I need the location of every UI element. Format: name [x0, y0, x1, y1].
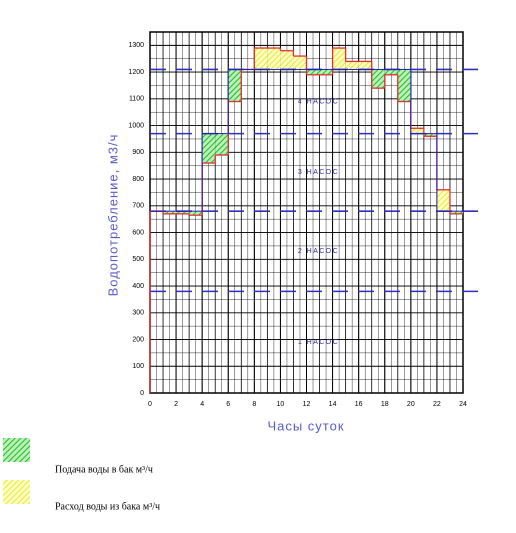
legend-swatch	[3, 480, 30, 504]
x-tick-label: 0	[148, 401, 152, 408]
x-tick-label: 12	[303, 401, 311, 408]
supply-surplus	[176, 211, 190, 214]
y-tick-label: 0	[140, 390, 144, 397]
consumption-surplus	[267, 48, 281, 70]
y-tick-label: 300	[132, 310, 144, 317]
consumption-surplus	[410, 128, 424, 134]
y-tick-label: 900	[132, 149, 144, 156]
x-tick-label: 6	[226, 401, 230, 408]
supply-surplus	[189, 211, 203, 216]
supply-surplus	[306, 69, 320, 75]
y-tick-label: 400	[132, 283, 144, 290]
pump-label: 3 НАСОС	[298, 169, 339, 176]
supply-surplus	[202, 133, 216, 164]
y-tick-label: 600	[132, 229, 144, 236]
y-tick-label: 1300	[128, 42, 144, 49]
y-tick-label: 1100	[129, 96, 144, 103]
consumption-surplus	[332, 48, 346, 70]
pump-label: 2 НАСОС	[298, 248, 339, 255]
x-tick-label: 18	[381, 401, 389, 408]
supply-surplus	[384, 69, 398, 75]
x-axis-label: Часы суток	[267, 418, 344, 433]
x-tick-label: 14	[329, 401, 337, 408]
supply-surplus	[423, 133, 437, 137]
consumption-surplus	[358, 61, 372, 70]
y-tick-label: 100	[132, 363, 144, 370]
y-tick-label: 800	[132, 176, 144, 183]
x-tick-label: 20	[407, 401, 415, 408]
x-tick-label: 4	[200, 401, 204, 408]
x-tick-label: 22	[433, 401, 441, 408]
pump-label: 1 НАСОС	[298, 339, 339, 346]
legend-label: Подача воды в бак м³/ч	[55, 464, 153, 475]
legend-swatch	[3, 438, 30, 462]
x-tick-label: 10	[277, 401, 285, 408]
consumption-surplus	[280, 50, 294, 70]
y-tick-label: 200	[132, 336, 144, 343]
supply-surplus	[215, 133, 229, 156]
y-tick-label: 1200	[128, 69, 144, 76]
x-tick-label: 2	[174, 401, 178, 408]
legend-label: Расход воды из бака м³/ч	[55, 501, 160, 512]
consumption-surplus	[436, 189, 450, 212]
supply-surplus	[449, 211, 463, 214]
y-axis-label: Водопотребление, м3/ч	[105, 134, 120, 297]
supply-surplus	[397, 69, 411, 102]
x-tick-label: 24	[459, 401, 467, 408]
x-tick-label: 16	[355, 401, 363, 408]
supply-surplus	[319, 69, 333, 75]
y-tick-label: 700	[132, 203, 144, 210]
supply-surplus	[228, 69, 242, 102]
consumption-surplus	[254, 48, 268, 70]
supply-surplus	[371, 69, 385, 89]
consumption-surplus	[293, 56, 307, 70]
x-tick-label: 8	[252, 401, 256, 408]
pump-label: 4 НАСОС	[298, 98, 339, 105]
y-tick-label: 500	[132, 256, 144, 263]
supply-surplus	[163, 211, 177, 214]
consumption-surplus	[345, 61, 359, 70]
y-tick-label: 1000	[128, 122, 144, 129]
